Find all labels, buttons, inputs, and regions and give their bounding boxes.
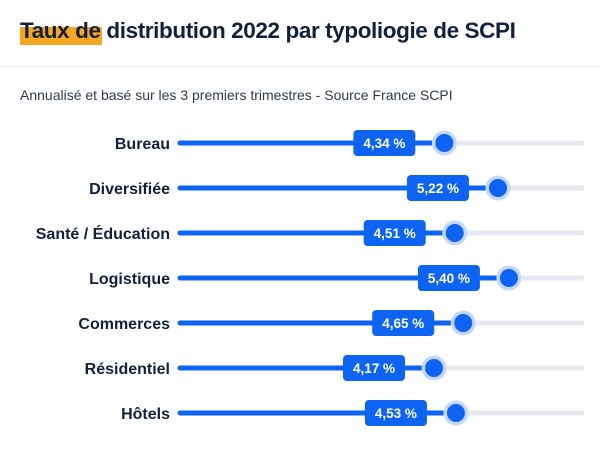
value-dot — [445, 224, 464, 242]
chart-title: Taux de distribution 2022 par typoliogie… — [20, 18, 516, 43]
category-label: Commerces — [78, 316, 170, 333]
divider — [0, 66, 600, 67]
data-label: 4,51 % — [374, 226, 416, 241]
category-label: Santé / Éducation — [36, 224, 170, 243]
chart-subtitle: Annualisé et basé sur les 3 premiers tri… — [20, 87, 453, 103]
data-label: 5,22 % — [417, 181, 459, 196]
category-label: Bureau — [115, 136, 170, 153]
title-wrap: Taux de distribution 2022 par typoliogie… — [20, 18, 516, 45]
value-dot — [454, 314, 473, 332]
category-label: Résidentiel — [85, 361, 170, 378]
data-label: 4,17 % — [353, 361, 395, 376]
value-pill — [372, 310, 435, 336]
data-label: 5,40 % — [428, 271, 470, 286]
value-dot — [446, 404, 465, 422]
value-dot — [488, 179, 507, 197]
value-pill — [364, 400, 427, 426]
value-dot — [424, 359, 443, 377]
value-pill — [353, 130, 416, 156]
value-pill — [417, 265, 480, 291]
category-label: Logistique — [89, 271, 170, 288]
data-label: 4,34 % — [363, 136, 405, 151]
data-label: 4,65 % — [382, 316, 424, 331]
value-pill — [363, 220, 426, 246]
value-pill — [342, 355, 405, 381]
value-dot — [499, 269, 518, 287]
category-label: Diversifiée — [89, 181, 170, 198]
data-label: 4,53 % — [375, 406, 417, 421]
category-label: Hôtels — [121, 406, 170, 423]
title-highlight — [20, 27, 102, 45]
value-dot — [435, 134, 454, 152]
value-pill — [406, 175, 469, 201]
